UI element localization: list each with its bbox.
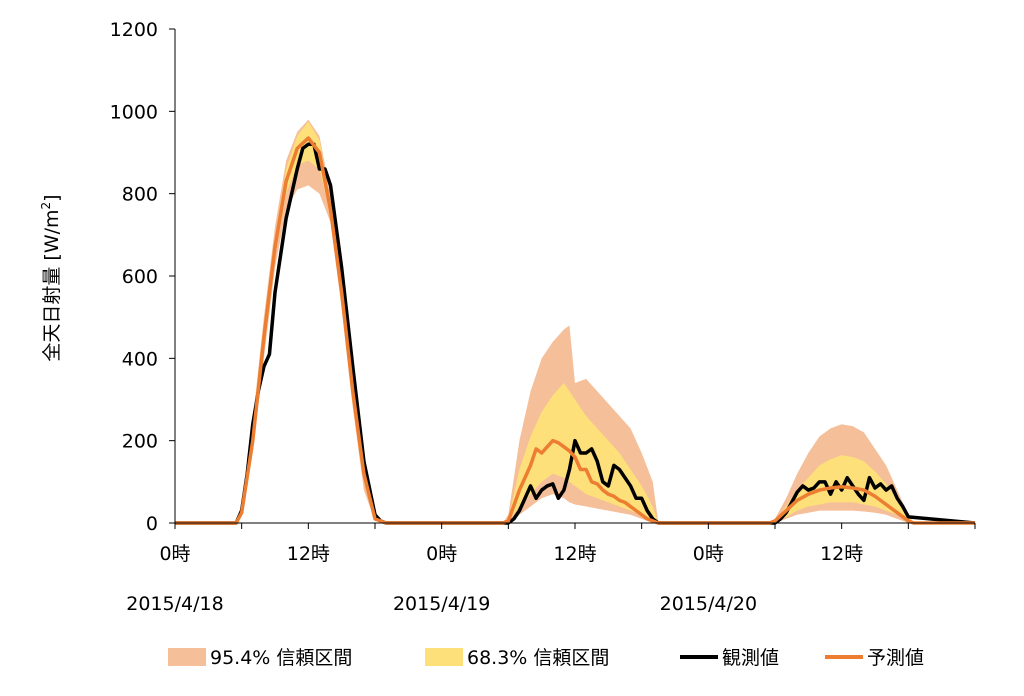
x-tick-label: 0時 <box>426 543 457 565</box>
axes <box>169 28 976 529</box>
legend-label: 予測値 <box>867 647 924 669</box>
date-label: 2015/4/20 <box>660 593 757 615</box>
date-labels: 2015/4/18 2015/4/19 2015/4/20 <box>126 593 757 615</box>
x-tick-label: 12時 <box>820 543 863 565</box>
y-tick-label: 1200 <box>110 19 158 41</box>
x-tick-label: 0時 <box>159 543 190 565</box>
y-tick-label: 0 <box>146 513 158 535</box>
forecast-line <box>175 136 975 525</box>
legend-swatch <box>168 648 206 666</box>
y-tick-label: 1000 <box>110 101 158 123</box>
legend-label: 68.3% 信頼区間 <box>467 647 609 669</box>
legend-label: 観測値 <box>722 647 779 669</box>
y-tick-label: 800 <box>122 184 158 206</box>
x-tick-label: 12時 <box>287 543 330 565</box>
y-axis-title: 全天日射量 [W/m2] <box>39 194 63 361</box>
date-label: 2015/4/19 <box>393 593 490 615</box>
y-tick-label: 600 <box>122 266 158 288</box>
x-tick-label: 0時 <box>693 543 724 565</box>
legend: 95.4% 信頼区間 68.3% 信頼区間 観測値 予測値 <box>168 647 924 669</box>
y-tick-label: 400 <box>122 348 158 370</box>
x-tick-label: 12時 <box>553 543 596 565</box>
y-tick-labels: 0 200 400 600 800 1000 1200 <box>110 19 158 535</box>
series-lines <box>175 136 976 525</box>
y-tick-label: 200 <box>122 431 158 453</box>
legend-swatch <box>425 648 463 666</box>
date-label: 2015/4/18 <box>126 593 223 615</box>
x-tick-labels: 0時 12時 0時 12時 0時 12時 <box>159 543 863 565</box>
legend-label: 95.4% 信頼区間 <box>210 647 352 669</box>
